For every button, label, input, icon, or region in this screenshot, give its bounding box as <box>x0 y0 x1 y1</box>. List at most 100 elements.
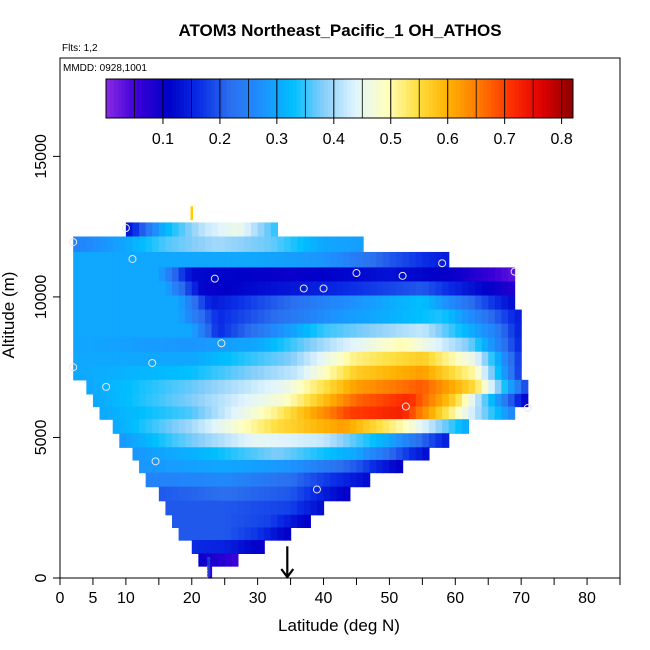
heatmap-cell <box>494 295 503 311</box>
heatmap-cell <box>270 459 279 474</box>
heatmap-cell <box>119 419 127 434</box>
heatmap-cell <box>191 447 199 461</box>
heatmap-cell <box>402 281 410 297</box>
heatmap-cell <box>415 323 423 339</box>
heatmap-cell <box>178 281 186 297</box>
heatmap-cell <box>211 337 219 353</box>
heatmap-cell <box>158 406 167 420</box>
heatmap-cell <box>448 365 456 381</box>
heatmap-cell <box>409 267 417 283</box>
heatmap-cell <box>481 281 489 297</box>
heatmap-cell <box>284 433 292 448</box>
heatmap-cell <box>442 393 450 408</box>
heatmap-cell <box>224 379 232 395</box>
colorbar-swatch <box>211 79 216 118</box>
heatmap-cell <box>435 393 443 408</box>
heatmap-cell <box>376 379 384 395</box>
heatmap-cell <box>86 236 94 253</box>
x-tick-label: 50 <box>381 590 399 607</box>
heatmap-cell <box>461 419 470 434</box>
colorbar-swatch <box>421 79 426 118</box>
heatmap-cell <box>165 222 173 238</box>
heatmap-cell <box>99 281 107 297</box>
heatmap-cell <box>224 295 232 311</box>
heatmap-cell <box>112 251 120 269</box>
heatmap-cell <box>185 500 193 516</box>
heatmap-cell <box>290 393 298 408</box>
heatmap-cell <box>284 337 292 353</box>
heatmap-cell <box>428 419 437 434</box>
heatmap-cell <box>514 309 522 325</box>
heatmap-cell <box>191 323 199 339</box>
heatmap-cell <box>316 379 325 395</box>
heatmap-cell <box>488 295 496 311</box>
heatmap-cell <box>488 351 496 367</box>
heatmap-cell <box>139 337 147 353</box>
colorbar-swatch <box>541 79 547 118</box>
heatmap-cell <box>310 351 318 367</box>
heatmap-cell <box>145 365 153 381</box>
heatmap-cell <box>435 433 443 448</box>
sample-point <box>121 224 130 233</box>
heatmap-cell <box>165 500 173 516</box>
heatmap-cell <box>468 309 476 325</box>
heatmap-cell <box>514 379 522 395</box>
heatmap-cell <box>172 351 180 367</box>
heatmap-cell <box>428 393 437 408</box>
colorbar-swatch <box>537 79 543 118</box>
heatmap-cell <box>415 393 423 408</box>
dates-label: MMDD: 0928,1001 <box>63 63 147 74</box>
heatmap-cell <box>448 351 456 367</box>
heatmap-cell <box>119 351 127 367</box>
heatmap-cell <box>106 267 114 283</box>
heatmap-cell <box>178 337 186 353</box>
heatmap-cell <box>415 447 423 461</box>
heatmap-cell <box>455 337 463 353</box>
heatmap-cell <box>501 267 509 283</box>
heatmap-cell <box>310 267 318 283</box>
heatmap-cell <box>442 295 450 311</box>
sample-point <box>148 358 157 367</box>
heatmap-cell <box>422 379 430 395</box>
heatmap-cell <box>468 393 476 408</box>
heatmap-cell <box>389 393 397 408</box>
heatmap-cell <box>349 419 358 434</box>
heatmap-cell <box>468 267 476 283</box>
heatmap-cell <box>323 406 331 420</box>
colorbar-swatch <box>335 79 340 118</box>
heatmap-cell <box>251 433 259 448</box>
heatmap-cell <box>224 222 232 238</box>
heatmap-cell <box>455 393 463 408</box>
heatmap-cell <box>112 309 120 325</box>
heatmap-cell <box>435 406 443 420</box>
colorbar-swatch <box>362 79 368 118</box>
heatmap-cell <box>251 419 259 434</box>
heatmap-cell <box>284 351 292 367</box>
heatmap-cell <box>363 406 371 420</box>
heatmap-cell <box>501 323 509 339</box>
heatmap-cell <box>145 447 153 461</box>
colorbar: 0.1 0.2 0.3 0.4 0.5 0.6 0.7 0.8 <box>105 78 574 148</box>
heatmap-cell <box>237 251 246 269</box>
colorbar-swatch <box>471 79 477 118</box>
heatmap-cell <box>310 309 318 325</box>
heatmap-cell <box>422 447 430 461</box>
heatmap-cell <box>86 365 94 381</box>
heatmap-cell <box>310 281 318 297</box>
colorbar-swatch <box>133 79 138 118</box>
heatmap-cell <box>297 419 305 434</box>
heatmap-cell <box>224 419 232 434</box>
heatmap-cell <box>244 433 252 448</box>
heatmap-cell <box>389 419 397 434</box>
heatmap-cell <box>389 447 397 461</box>
heatmap-cell <box>145 295 153 311</box>
heatmap-cell <box>402 433 410 448</box>
heatmap-cell <box>415 337 423 353</box>
heatmap-cell <box>402 379 410 395</box>
colorbar-swatch <box>444 79 449 118</box>
heatmap-cell <box>297 236 305 253</box>
heatmap-cell <box>363 295 371 311</box>
colorbar-swatch <box>510 79 516 118</box>
heatmap-cell <box>73 295 81 311</box>
heatmap-cell <box>191 419 199 434</box>
